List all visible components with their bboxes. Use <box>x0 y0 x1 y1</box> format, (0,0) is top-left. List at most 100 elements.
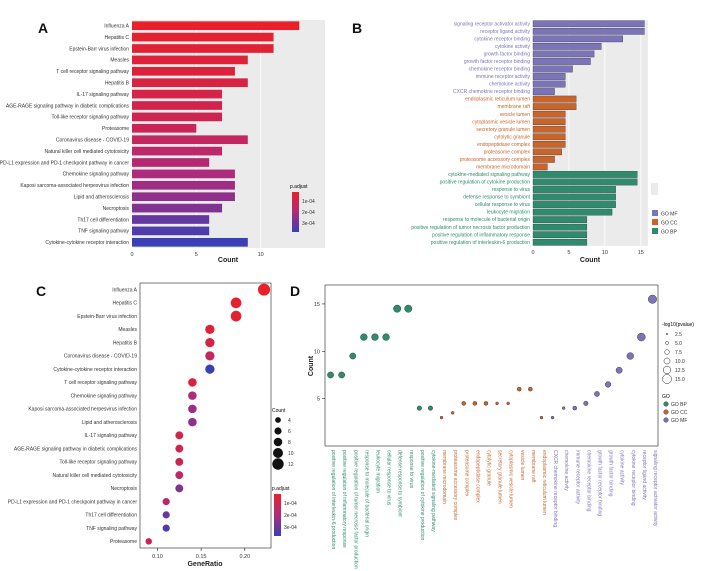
panel-d-category-label: endoplasmic reticulum lumen <box>541 450 547 515</box>
panel-b-bar <box>532 103 577 110</box>
panel-c-category-label: Natural killer cell mediated cytotoxicit… <box>53 473 138 479</box>
panel-b-bar <box>532 73 566 80</box>
panel-d-point <box>495 401 499 406</box>
panel-c-category-label: Epstein-Barr virus infection <box>77 314 137 320</box>
panel-a-category-label: IL-17 signaling pathway <box>76 92 129 98</box>
panel-c-dot-plot: 0.10 0.15 0.20 Influenza A Hepatitis C Epstei… <box>8 282 297 568</box>
panel-c-size-legend-dot <box>273 448 283 458</box>
panel-d-point <box>393 304 402 313</box>
panel-d-group-legend-label: GO CC <box>671 410 688 416</box>
panel-c-category-label: Th17 cell differentiation <box>85 513 137 519</box>
panel-b-category-label: growth factor receptor binding <box>464 59 530 65</box>
panel-c-size-legend-dot <box>275 417 281 423</box>
panel-d-y-tick-label: 5 <box>317 397 320 403</box>
panel-c-point <box>175 471 184 480</box>
panel-b-x-axis-title: Count <box>580 257 601 264</box>
panel-a-bar <box>132 169 235 179</box>
panel-c-point <box>162 498 170 506</box>
panel-d-category-label: growth factor receptor binding <box>596 450 602 516</box>
panel-d-size-legend-label: 2.5 <box>675 332 682 338</box>
panel-c-category-label: Hepatitis B <box>113 340 138 346</box>
panel-a-bar <box>132 78 248 88</box>
panel-b-bar <box>532 50 595 58</box>
panel-b-category-label: membrane raft <box>497 104 530 110</box>
panel-c-point <box>205 364 215 374</box>
panel-b-category-label: cytokine activity <box>495 44 531 50</box>
panel-d-category-label: leukocyte migration <box>374 450 380 493</box>
panel-c-point <box>162 511 170 519</box>
panel-c-colorbar <box>274 494 281 536</box>
panel-d-category-label: positive regulation of interleukin-6 pro… <box>330 450 336 549</box>
panel-c-color-tick: 2e-04 <box>284 513 297 519</box>
panel-a-legend-tick: 3e-04 <box>302 221 315 227</box>
panel-c-color-tick: 1e-04 <box>284 501 297 507</box>
panel-b-bar <box>532 58 591 65</box>
panel-c-size-legend-label: 4 <box>288 418 291 424</box>
panel-c-size-legend-dot <box>273 437 283 447</box>
panel-a-bar <box>132 123 197 133</box>
panel-d-category-label: signaling receptor activator activity <box>652 450 658 527</box>
panel-a-bar <box>132 158 210 167</box>
panel-c-point <box>162 524 170 532</box>
panel-b-category-label: response to virus <box>492 187 531 193</box>
panel-b-bar <box>532 140 566 148</box>
panel-d-category-label: immune receptor activity <box>574 450 580 505</box>
panel-d-size-legend-title: -log10(pvalue) <box>662 322 694 328</box>
panel-d-y-tick-label: 15 <box>314 302 320 308</box>
panel-c-size-legend-title: Count <box>272 408 286 414</box>
panel-a-bar <box>132 44 274 53</box>
panel-c-category-label: Kaposi sarcoma-associated herpesvirus in… <box>28 407 137 413</box>
panel-d-point <box>605 381 612 388</box>
panel-d-point <box>360 333 368 341</box>
panel-b-bar <box>532 20 645 28</box>
panel-d-point <box>583 400 589 406</box>
panel-d-size-legend-dot <box>664 349 670 355</box>
panel-d-size-legend-label: 15.0 <box>675 377 685 383</box>
panel-d-category-label: positive regulation of cytokine producti… <box>419 450 425 541</box>
panel-b-category-label: cytokine-mediated signaling pathway <box>448 172 530 178</box>
panel-b-category-label: proteasome complex <box>484 149 531 155</box>
panel-b-category-label: chemokine receptor binding <box>469 67 531 73</box>
panel-d-size-legend: 2.5 5.0 7.5 10.0 12.5 15.0 <box>662 332 685 384</box>
panel-b-bar <box>532 186 616 193</box>
panel-b-category-label: proteasome accessory complex <box>460 157 531 163</box>
panel-d-point <box>562 406 566 410</box>
panel-a-category-label: Toll-like receptor signaling pathway <box>51 115 129 121</box>
panel-d-point <box>451 411 455 415</box>
panel-a-bar <box>132 101 223 110</box>
panel-b-plot-background <box>533 20 648 246</box>
panel-d-size-legend-dot <box>665 341 669 345</box>
panel-a-legend-tick: 2e-04 <box>302 210 315 216</box>
panel-d-group-legend-dot <box>663 417 669 423</box>
panel-d-category-label: response to virus <box>408 450 414 489</box>
panel-b-bar <box>532 88 555 95</box>
panel-d-category-label: CXCR chemokine receptor binding <box>552 450 558 527</box>
panel-d-dot-plot: 5 10 15 positive regulation of interleukin-… <box>308 284 694 569</box>
panel-d-category-label: cytolytic granule <box>485 450 491 486</box>
panel-c-point <box>188 404 197 414</box>
panel-d-point <box>472 401 478 406</box>
panel-d-size-legend-label: 5.0 <box>675 341 682 347</box>
panel-d-category-label: response to molecule of bacterial origin <box>363 450 369 537</box>
panel-c-category-label: AGE-RAGE signaling pathway in diabetic c… <box>14 446 138 452</box>
panel-d-group-legend: GO BP GO CC GO MF <box>663 401 688 424</box>
panel-b-legend-label: GO MF <box>661 212 677 218</box>
panel-d-point <box>349 352 357 360</box>
panel-d-group-legend-label: GO MF <box>671 418 687 424</box>
panel-c-x-tick-label: 0.10 <box>152 554 163 560</box>
panel-a-category-label: Epstein-Barr virus infection <box>69 46 129 52</box>
panel-b-bar <box>532 231 588 239</box>
panel-a-category-label: Chemokine signaling pathway <box>63 172 130 178</box>
panel-b-category-label: growth factor binding <box>484 52 531 58</box>
panel-d-y-tick-label: 10 <box>314 349 320 355</box>
panel-letter-b: B <box>352 20 362 36</box>
panel-b-legend: GO MF GO CC GO BP <box>652 210 678 236</box>
panel-a-bar <box>132 146 223 156</box>
panel-a-bar <box>132 237 248 247</box>
panel-c-point <box>257 283 271 296</box>
panel-a-x-tick-label: 0 <box>130 252 133 258</box>
panel-d-category-label: proteasome accessory complex <box>452 450 458 521</box>
panel-a-category-label: Lipid and atherosclerosis <box>74 195 130 201</box>
panel-b-category-label: defense response to symbiont <box>463 195 530 201</box>
panel-b-category-label: immune receptor activity <box>476 74 531 80</box>
